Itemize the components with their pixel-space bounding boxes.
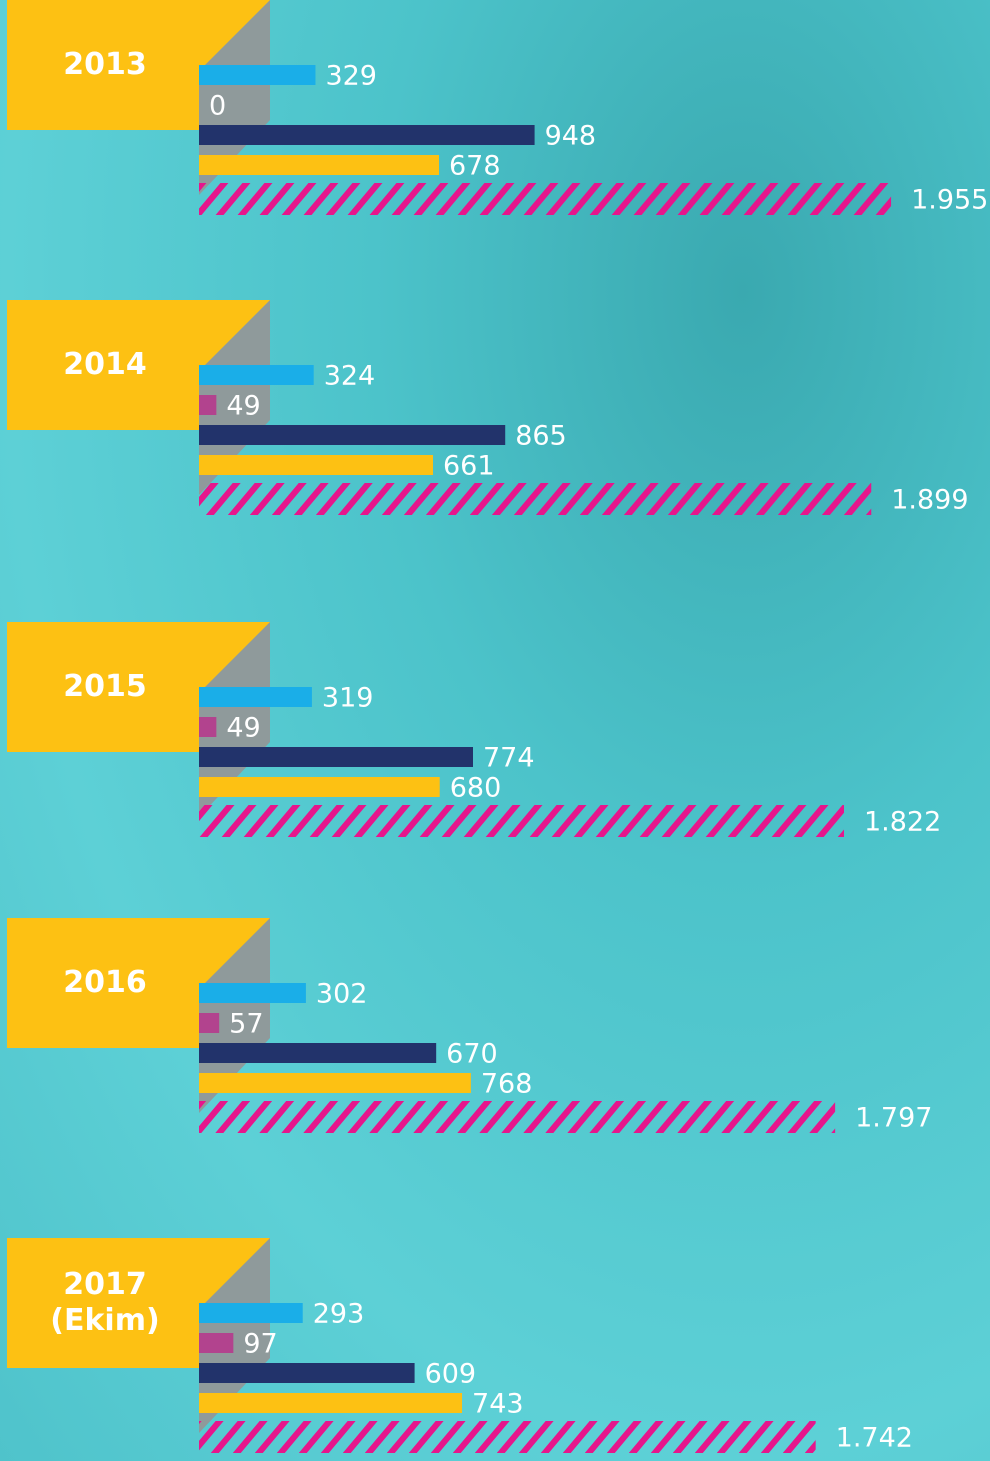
total-bar	[199, 1421, 816, 1453]
value-label: 302	[316, 979, 368, 1010]
bar	[199, 365, 314, 385]
bar	[199, 717, 216, 737]
bar	[199, 1043, 436, 1063]
value-label: 324	[324, 361, 376, 392]
value-label: 743	[472, 1389, 524, 1420]
category-label: 2013	[30, 0, 180, 130]
page: 32909486781.955324498656611.899319497746…	[0, 0, 990, 1461]
value-label: 670	[446, 1039, 498, 1070]
value-label: 609	[425, 1359, 477, 1390]
bar	[199, 983, 306, 1003]
bar	[199, 687, 312, 707]
category-label: 2015	[30, 622, 180, 752]
total-bar	[199, 1101, 835, 1133]
bar	[199, 1363, 415, 1383]
category-label: 2017 (Ekim)	[30, 1238, 180, 1368]
category-label: 2016	[30, 918, 180, 1048]
bar	[199, 1073, 471, 1093]
value-label: 1.797	[855, 1103, 932, 1134]
value-label: 1.955	[911, 185, 988, 216]
value-label: 293	[313, 1299, 365, 1330]
bar	[199, 65, 315, 85]
value-label: 1.742	[836, 1423, 913, 1454]
bar	[199, 1303, 303, 1323]
bar	[199, 1013, 219, 1033]
value-label: 1.899	[891, 485, 968, 516]
value-label: 49	[226, 391, 260, 422]
bar	[199, 1393, 462, 1413]
bar	[199, 747, 473, 767]
value-label: 1.822	[864, 807, 941, 838]
bar	[199, 395, 216, 415]
bar	[199, 425, 505, 445]
bar	[199, 125, 535, 145]
value-label: 57	[229, 1009, 263, 1040]
value-label: 319	[322, 683, 374, 714]
total-bar	[199, 483, 871, 515]
value-label: 865	[515, 421, 567, 452]
value-label: 768	[481, 1069, 533, 1100]
value-label: 0	[209, 91, 226, 122]
total-bar	[199, 805, 844, 837]
value-label: 329	[325, 61, 377, 92]
total-bar	[199, 183, 891, 215]
value-label: 97	[243, 1329, 277, 1360]
category-label: 2014	[30, 300, 180, 430]
bar	[199, 455, 433, 475]
value-label: 774	[483, 743, 535, 774]
value-label: 661	[443, 451, 495, 482]
value-label: 678	[449, 151, 501, 182]
bar	[199, 777, 440, 797]
value-label: 948	[545, 121, 597, 152]
value-label: 49	[226, 713, 260, 744]
bar	[199, 1333, 233, 1353]
bar	[199, 155, 439, 175]
value-label: 680	[450, 773, 502, 804]
